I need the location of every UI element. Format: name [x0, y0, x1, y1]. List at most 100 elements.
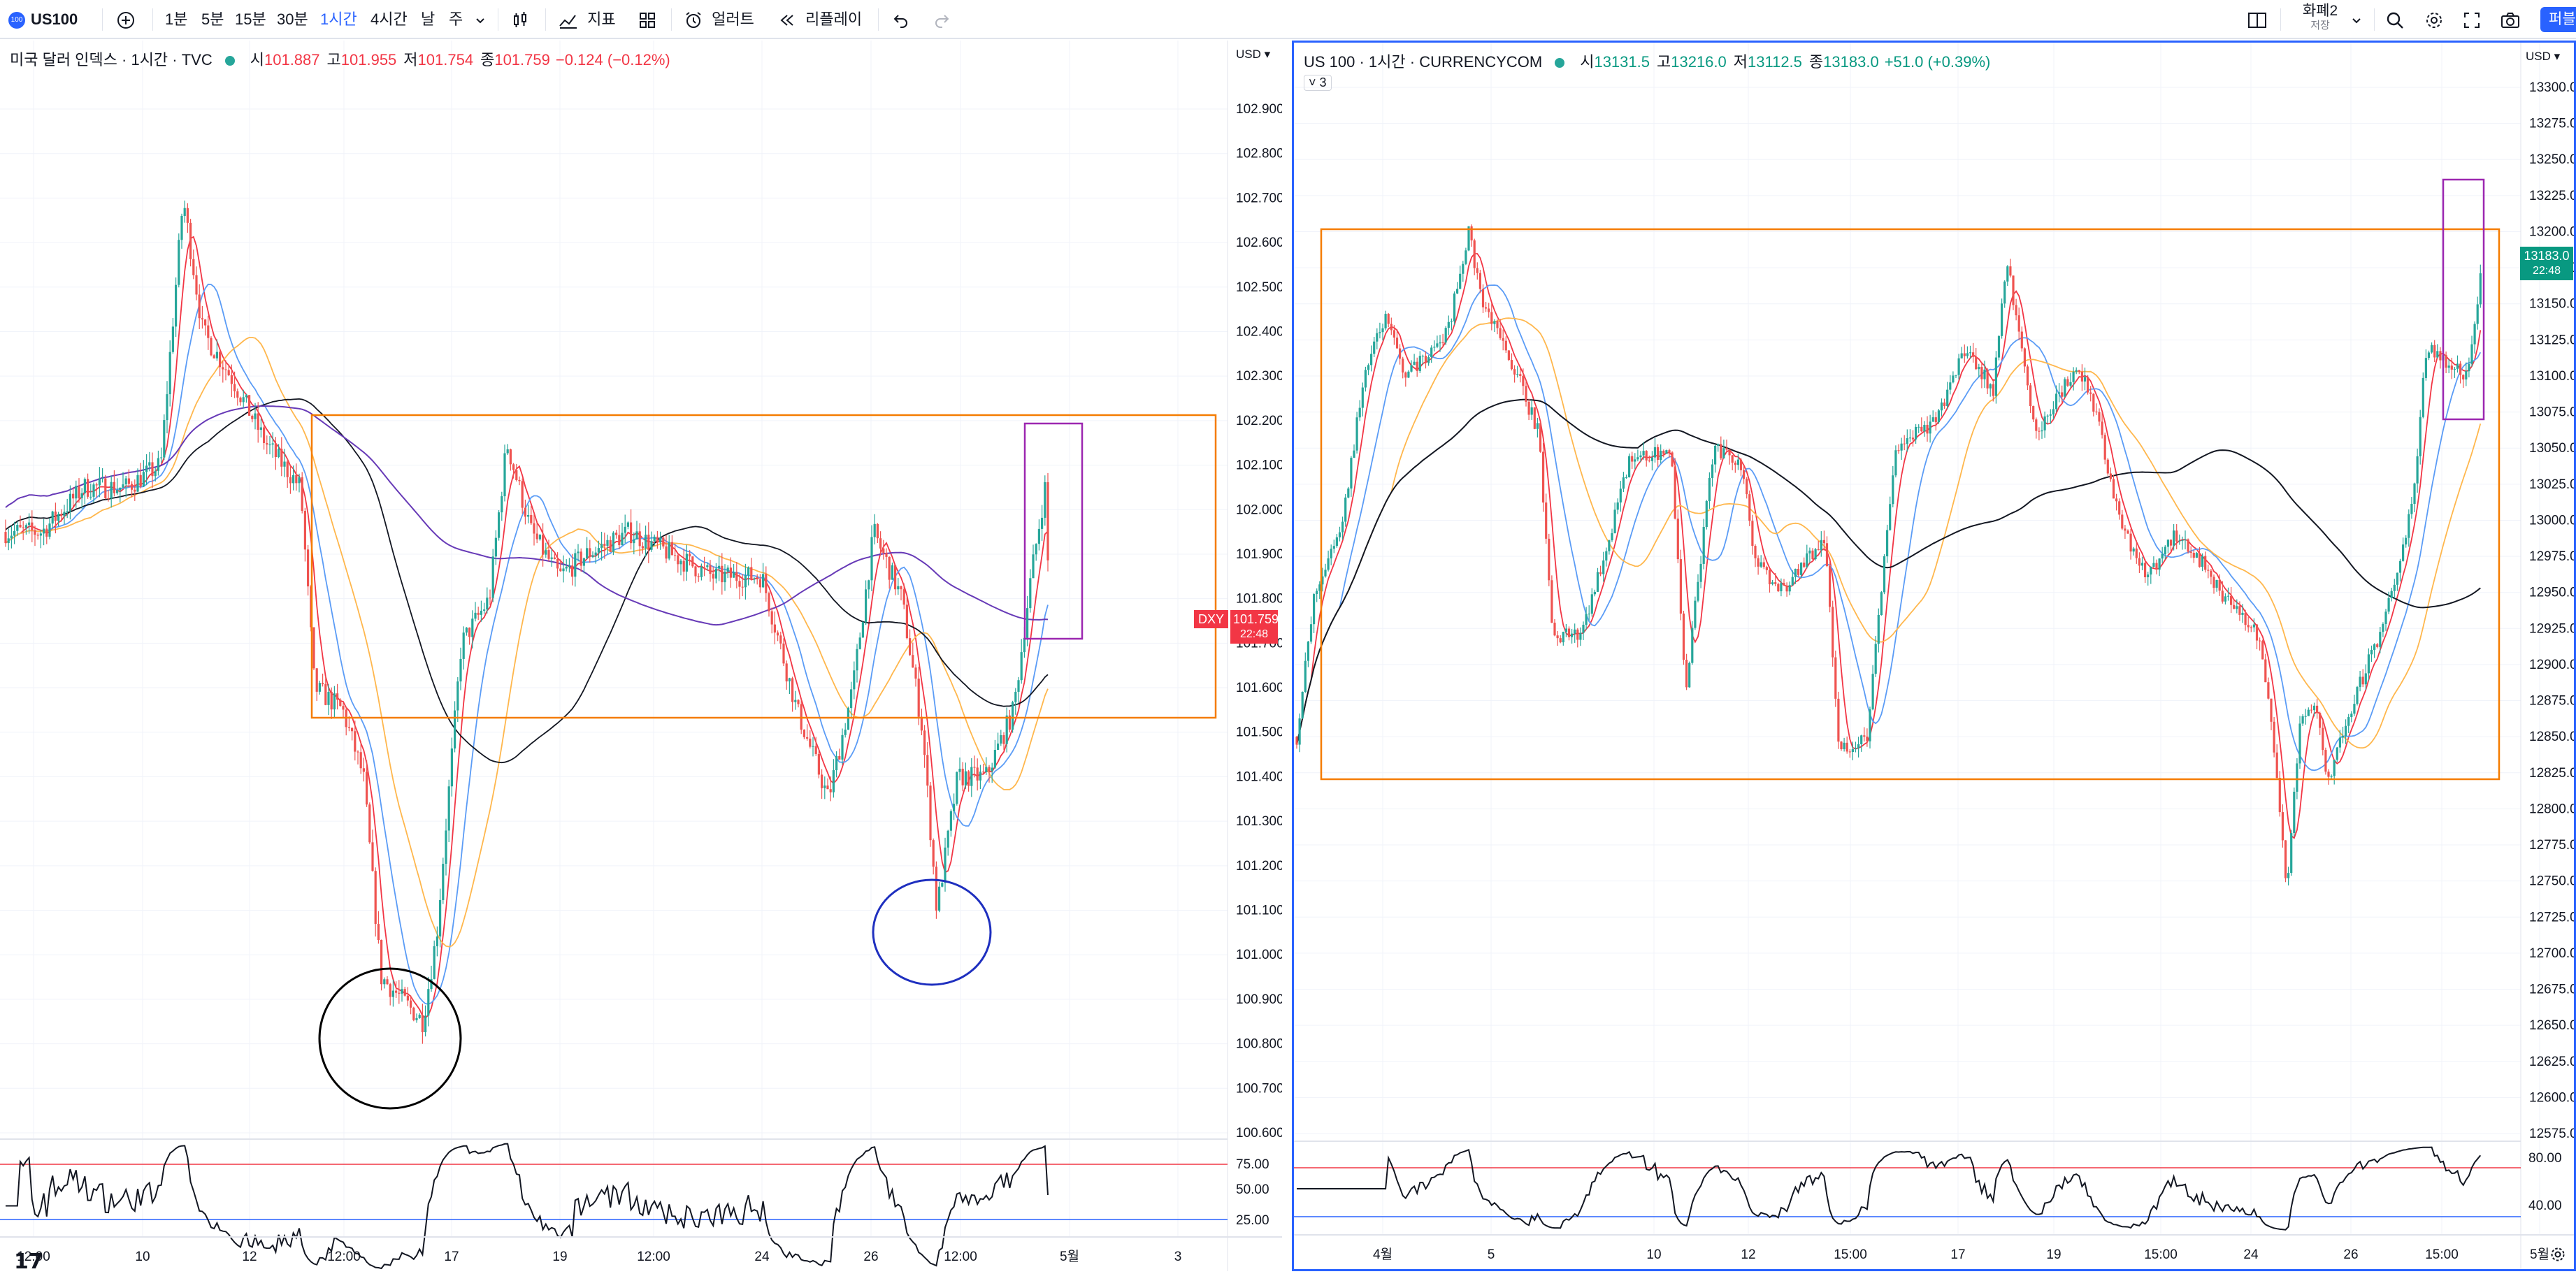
chart-type-button[interactable]	[510, 7, 530, 32]
price-axis-label: 13150.0	[2529, 297, 2574, 312]
candle-body	[1754, 546, 1757, 558]
candle-body	[1685, 660, 1688, 688]
candle-body	[2150, 567, 2152, 575]
indicators-button[interactable]: 지표	[558, 7, 616, 32]
layout-name-button[interactable]: 화폐2 저장	[2294, 3, 2346, 32]
candle-body	[562, 568, 565, 572]
candle-body	[1631, 456, 1634, 462]
chart-settings-button[interactable]	[2549, 1246, 2566, 1266]
candle-body	[941, 883, 944, 887]
candle-body	[2296, 763, 2298, 792]
candle-body	[1559, 638, 1562, 643]
settings-button[interactable]	[2424, 7, 2444, 32]
candle-body	[471, 618, 474, 637]
candle-body	[914, 667, 917, 679]
candle-body	[2462, 375, 2465, 379]
symbol-search-button[interactable]: 100 US100	[8, 7, 78, 32]
candle-body	[168, 352, 171, 395]
highlight-box-purple[interactable]	[2442, 178, 2485, 421]
layout-menu-dropdown[interactable]	[2350, 7, 2363, 32]
layout-split-button[interactable]	[2247, 7, 2268, 32]
candle-body	[1660, 450, 1662, 460]
highlight-box-purple[interactable]	[1023, 422, 1084, 640]
candle-body	[2445, 355, 2447, 368]
candle-body	[213, 355, 215, 359]
candle-body	[421, 1015, 424, 1032]
candle-body	[456, 681, 459, 711]
time-axis[interactable]: 4월 5 10 12 15:00 17 19 15:00 24 26 15:00 5월	[1373, 1247, 2549, 1262]
snapshot-button[interactable]	[2500, 7, 2521, 32]
candle-body	[559, 568, 562, 572]
range-box-orange[interactable]	[310, 414, 1217, 719]
candle-body	[1829, 566, 1832, 607]
search-button[interactable]	[2385, 7, 2405, 32]
moving-average-line	[5, 405, 1049, 626]
candle-body	[1462, 263, 1465, 274]
candle-body	[794, 700, 797, 702]
redo-button[interactable]	[933, 7, 951, 32]
candle-body	[2353, 704, 2356, 714]
interval-4h[interactable]: 4시간	[370, 10, 408, 28]
candle-body	[1840, 741, 1843, 749]
templates-button[interactable]	[638, 7, 657, 32]
left-chart-pane[interactable]: 102.900 102.800 102.700 102.600 102.500 102.4…	[0, 41, 1282, 1273]
candle-body	[2364, 673, 2367, 685]
candle-body	[2298, 723, 2301, 764]
dxy-chart-canvas[interactable]: 102.900 102.800 102.700 102.600 102.500 102.4…	[0, 41, 1282, 1271]
interval-1h[interactable]: 1시간	[320, 10, 357, 28]
candle-body	[762, 574, 765, 588]
candle-body	[303, 511, 306, 550]
candle-body	[597, 548, 600, 553]
candle-body	[2453, 368, 2456, 370]
price-axis-label: 13050.0	[2529, 441, 2574, 456]
candle-body	[1848, 751, 1851, 753]
price-axis-label: 12700.0	[2529, 946, 2574, 961]
fullscreen-button[interactable]	[2462, 7, 2482, 32]
low-circle-blue[interactable]	[872, 878, 992, 986]
candle-body	[553, 557, 556, 559]
candle-body	[894, 565, 897, 590]
interval-5m[interactable]: 5분	[201, 10, 224, 28]
right-chart-pane[interactable]: 13300.013275.013250.013225.013200.013175…	[1292, 41, 2576, 1271]
interval-15m[interactable]: 15분	[235, 10, 266, 28]
compare-add-button[interactable]	[116, 7, 136, 32]
candle-body	[988, 767, 991, 772]
price-axis-label: 102.500	[1236, 280, 1282, 295]
alert-button[interactable]: 얼러트	[684, 7, 754, 32]
rsi-axis-75: 75.00	[1236, 1157, 1269, 1172]
price-axis[interactable]: 102.900 102.800 102.700 102.600 102.500 102.4…	[1236, 102, 1282, 1141]
time-axis[interactable]: 12:00 10 12 12:00 17 19 12:00 24 26 12:00 5월 3	[17, 1249, 1181, 1264]
publish-button[interactable]: 퍼블	[2540, 7, 2576, 32]
replay-button[interactable]: 리플레이	[777, 7, 862, 32]
candle-body	[882, 548, 885, 553]
candle-body	[1671, 452, 1674, 467]
price-axis[interactable]: 13300.013275.013250.013225.013200.013175…	[2529, 80, 2574, 1141]
interval-day[interactable]: 날	[421, 10, 436, 28]
price-axis-label: 12875.0	[2529, 694, 2574, 709]
interval-week[interactable]: 주	[449, 10, 463, 28]
candle-body	[700, 567, 703, 577]
candle-body	[2181, 540, 2184, 542]
candle-body	[2396, 572, 2398, 585]
currency-selector[interactable]: USD ▾	[1236, 48, 1271, 61]
interval-dropdown[interactable]	[474, 7, 487, 32]
candle-body	[2103, 435, 2106, 460]
currency-selector[interactable]: USD ▾	[2526, 50, 2561, 63]
range-box-orange[interactable]	[1320, 228, 2501, 781]
us100-chart-canvas[interactable]: 13300.013275.013250.013225.013200.013175…	[1294, 43, 2574, 1269]
candle-body	[2379, 632, 2382, 647]
interval-30m[interactable]: 30분	[277, 10, 308, 28]
candle-body	[2261, 641, 2264, 660]
undo-button[interactable]	[892, 7, 910, 32]
candle-body	[215, 352, 218, 359]
candle-body	[1931, 417, 1934, 422]
candle-body	[131, 484, 134, 490]
candle-body	[1636, 457, 1639, 460]
low-circle-black[interactable]	[318, 967, 462, 1110]
candle-body	[1983, 369, 1986, 379]
candle-body	[1746, 479, 1748, 495]
indicator-count-toggle[interactable]: ˅ 3	[1304, 75, 1332, 91]
price-axis-label: 101.500	[1236, 725, 1282, 740]
candle-body	[949, 811, 952, 831]
interval-1m[interactable]: 1분	[165, 10, 188, 28]
